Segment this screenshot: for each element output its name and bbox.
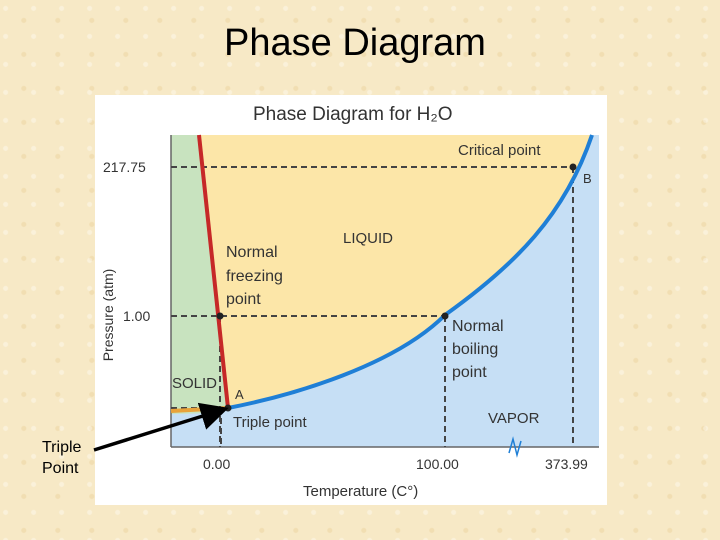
triple-point-marker	[224, 404, 232, 412]
x-tick-critical: 373.99	[545, 456, 588, 472]
critical-point-letter: B	[583, 171, 592, 186]
boiling-point-marker	[441, 312, 449, 320]
x-tick-zero: 0.00	[203, 456, 230, 472]
triple-point-annotation: Triple Point	[42, 437, 81, 479]
x-tick-hundred: 100.00	[416, 456, 459, 472]
solid-region	[171, 135, 228, 414]
solid-label: SOLID	[172, 375, 217, 392]
annotation-line-2: Point	[42, 460, 79, 477]
annotation-line-1: Triple	[42, 439, 82, 456]
critical-point-label: Critical point	[458, 142, 541, 159]
liquid-label: LIQUID	[343, 230, 393, 247]
freezing-label-3: point	[226, 291, 261, 308]
diagram-title: Phase Diagram for H₂O	[253, 104, 453, 125]
boiling-label-1: Normal	[452, 318, 504, 335]
triple-point-letter: A	[235, 387, 244, 402]
triple-point-label: Triple point	[233, 414, 307, 431]
x-axis-label: Temperature (C°)	[303, 483, 418, 500]
y-axis-label: Pressure (atm)	[100, 269, 116, 362]
x-axis-break	[508, 436, 522, 458]
y-tick-one-atm: 1.00	[123, 308, 150, 324]
freezing-label-2: freezing	[226, 268, 283, 285]
phase-diagram: Phase Diagram for H₂O 217.75 1.00 Pressu…	[95, 95, 607, 505]
y-tick-critical: 217.75	[103, 159, 146, 175]
critical-point-marker	[569, 163, 577, 171]
slide-title: Phase Diagram	[224, 22, 486, 64]
boiling-label-2: boiling	[452, 341, 498, 358]
vapor-label: VAPOR	[488, 410, 540, 427]
freezing-label-1: Normal	[226, 244, 278, 261]
freezing-point-marker	[216, 312, 224, 320]
liquid-region	[199, 135, 592, 408]
fusion-curve	[197, 134, 230, 409]
boiling-label-3: point	[452, 364, 487, 381]
